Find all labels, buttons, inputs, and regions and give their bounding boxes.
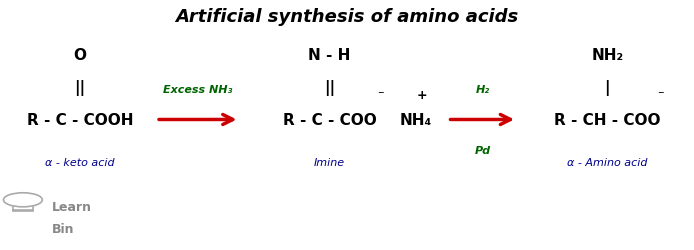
Text: +: + bbox=[416, 88, 428, 102]
Text: O: O bbox=[74, 48, 86, 62]
Text: Bin: Bin bbox=[52, 222, 74, 235]
Text: Pd: Pd bbox=[474, 145, 491, 155]
Text: ||: || bbox=[74, 80, 85, 96]
Text: NH₄: NH₄ bbox=[400, 112, 432, 128]
Text: ⁻: ⁻ bbox=[377, 88, 384, 102]
Text: N - H: N - H bbox=[308, 48, 351, 62]
Text: ⁻: ⁻ bbox=[657, 88, 664, 102]
Text: Excess NH₃: Excess NH₃ bbox=[163, 85, 232, 95]
Text: ||: || bbox=[324, 80, 335, 96]
Text: Imine: Imine bbox=[314, 158, 345, 168]
Text: R - C - COO: R - C - COO bbox=[282, 112, 377, 128]
Text: Artificial synthesis of amino acids: Artificial synthesis of amino acids bbox=[176, 8, 518, 26]
Text: H₂: H₂ bbox=[475, 85, 489, 95]
Text: R - CH - COO: R - CH - COO bbox=[554, 112, 661, 128]
Text: Learn: Learn bbox=[52, 200, 92, 213]
Text: NH₂: NH₂ bbox=[591, 48, 623, 62]
Text: α - keto acid: α - keto acid bbox=[45, 158, 115, 168]
Text: R - C - COOH: R - C - COOH bbox=[26, 112, 133, 128]
Text: |: | bbox=[604, 80, 610, 96]
Text: α - Amino acid: α - Amino acid bbox=[567, 158, 648, 168]
